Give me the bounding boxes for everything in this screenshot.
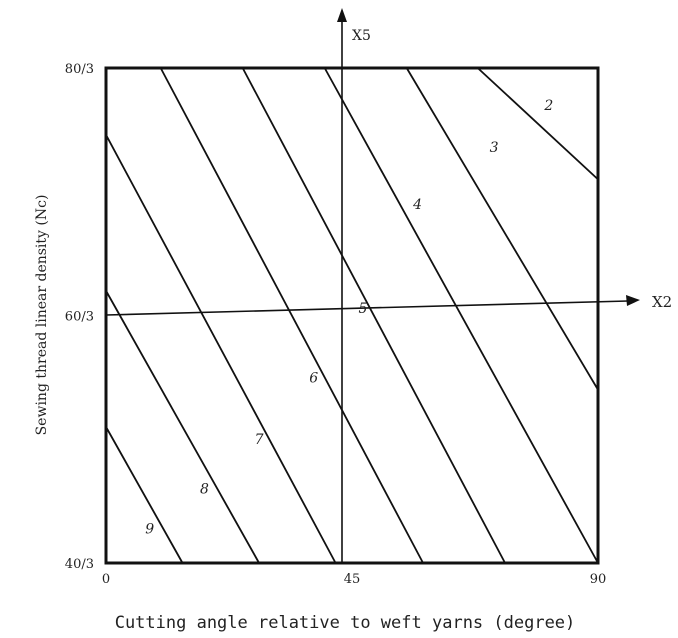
contour-line-3 xyxy=(407,68,598,390)
x-tick-label: 90 xyxy=(590,572,607,587)
contour-line-2 xyxy=(478,68,598,179)
y-axis-title: Sewing thread linear density (Nc) xyxy=(34,195,50,436)
contour-labels: 2 3 4 5 6 7 8 9 xyxy=(145,98,553,537)
x2-axis-arrow xyxy=(626,295,640,306)
y-tick-label: 80/3 xyxy=(65,62,94,77)
contour-label-8: 8 xyxy=(200,482,209,498)
y-tick-labels: 40/3 60/3 80/3 xyxy=(65,62,94,572)
contour-label-3: 3 xyxy=(490,140,499,156)
contour-label-6: 6 xyxy=(309,370,318,386)
x2-axis-label: X2 xyxy=(652,293,672,311)
y-tick-label: 40/3 xyxy=(65,557,94,572)
x5-axis-arrow xyxy=(337,8,347,22)
contour-line-9 xyxy=(106,427,183,563)
x-tick-label: 45 xyxy=(344,572,361,587)
contour-label-2: 2 xyxy=(543,98,553,114)
contour-label-9: 9 xyxy=(145,521,154,537)
contour-label-5: 5 xyxy=(358,301,367,317)
contour-line-5 xyxy=(243,68,505,563)
x-tick-labels: 0 45 90 xyxy=(102,572,606,587)
x-axis-title: Cutting angle relative to weft yarns (de… xyxy=(115,613,576,633)
plot-frame xyxy=(106,68,598,563)
y-tick-label: 60/3 xyxy=(65,310,94,325)
contour-line-8 xyxy=(106,291,259,563)
contour-label-4: 4 xyxy=(412,197,422,213)
contour-line-7 xyxy=(106,135,336,563)
contour-lines xyxy=(106,68,598,563)
x-tick-label: 0 xyxy=(102,572,110,587)
x5-axis-label: X5 xyxy=(352,28,371,44)
contour-label-7: 7 xyxy=(255,432,264,448)
